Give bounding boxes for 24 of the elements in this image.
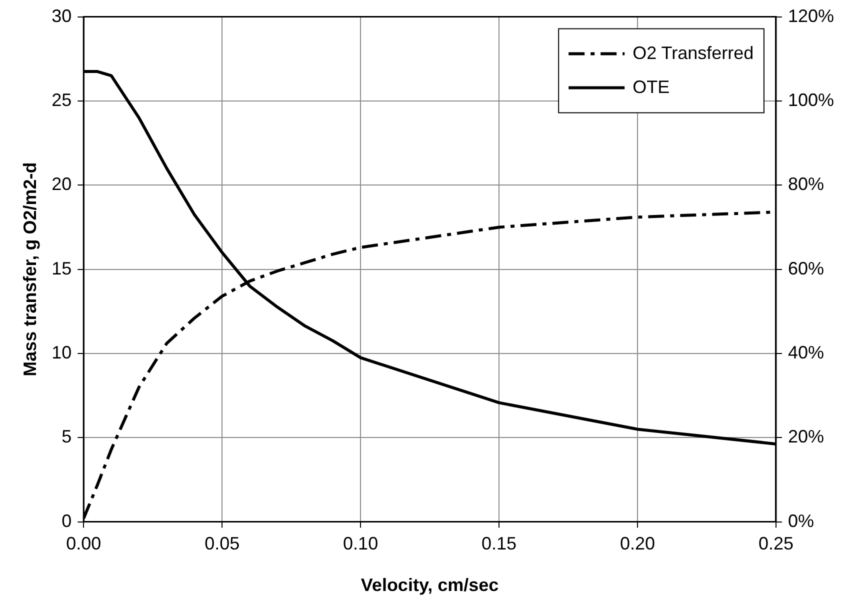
y-tick-label: 30	[52, 6, 72, 26]
legend-label: OTE	[632, 76, 670, 97]
y2-tick-label: 100%	[788, 90, 834, 110]
y-tick-label: 25	[52, 90, 72, 110]
y2-tick-label: 0%	[788, 510, 814, 531]
y-tick-label: 5	[62, 426, 72, 447]
y2-tick-label: 80%	[788, 174, 824, 194]
x-axis-title: Velocity, cm/sec	[360, 575, 499, 596]
y-axis-title: Mass transfer, g O2/m2-d	[20, 162, 40, 376]
legend-label: O2 Transferred	[632, 42, 754, 63]
x-tick-label: 0.20	[620, 534, 656, 554]
y2-tick-label: 20%	[788, 426, 824, 447]
x-tick-label: 0.05	[204, 534, 240, 554]
x-tick-label: 0.15	[482, 534, 517, 554]
y2-tick-label: 60%	[788, 258, 824, 278]
y2-tick-label: 40%	[788, 342, 824, 362]
y2-tick-label: 120%	[788, 6, 834, 26]
y-tick-label: 20	[52, 174, 72, 194]
x-tick-label: 0.10	[343, 534, 378, 554]
y-tick-label: 10	[52, 342, 72, 362]
y-tick-label: 15	[52, 258, 72, 278]
y-tick-label: 0	[62, 510, 72, 531]
x-tick-label: 0.00	[66, 534, 102, 554]
x-tick-label: 0.25	[758, 534, 794, 554]
